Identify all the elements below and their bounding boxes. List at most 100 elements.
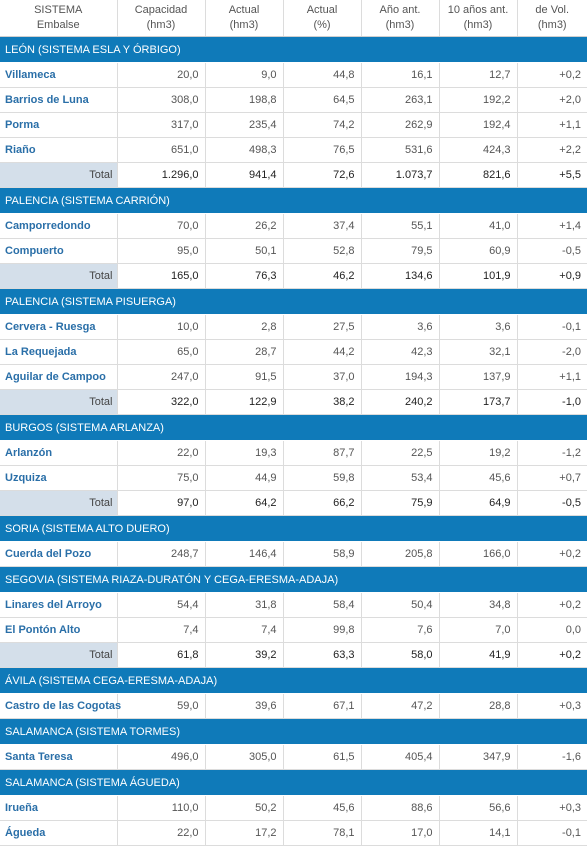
- section-title: SEGOVIA (SISTEMA RIAZA-DURATÓN Y CEGA-ER…: [0, 566, 587, 593]
- reservoir-name-link[interactable]: Cervera - Ruesga: [0, 314, 118, 340]
- reservoir-name-link[interactable]: Aguilar de Campoo: [0, 364, 118, 390]
- table-cell: 52,8: [283, 238, 362, 264]
- table-cell: 42,3: [361, 339, 440, 365]
- reservoir-name-link[interactable]: Santa Teresa: [0, 744, 118, 770]
- table-cell: 7,4: [117, 617, 206, 643]
- table-cell: 0,0: [517, 617, 587, 643]
- section-header-row: LEÓN (SISTEMA ESLA Y ÓRBIGO): [0, 36, 587, 63]
- table-cell: 31,8: [205, 592, 284, 618]
- reservoir-name-link[interactable]: Arlanzón: [0, 440, 118, 466]
- table-row: Aguilar de Campoo 247,0 91,5 37,0 194,3 137,9…: [0, 364, 587, 390]
- total-label: Total: [0, 389, 118, 415]
- total-cell: 72,6: [283, 162, 362, 188]
- reservoir-name-link[interactable]: Camporredondo: [0, 213, 118, 239]
- table-cell: 7,6: [361, 617, 440, 643]
- table-cell: 58,9: [283, 541, 362, 567]
- section-header-row: PALENCIA (SISTEMA CARRIÓN): [0, 187, 587, 214]
- table-cell: 88,6: [361, 795, 440, 821]
- reservoir-name-link[interactable]: Águeda: [0, 820, 118, 846]
- table-row: Linares del Arroyo 54,4 31,8 58,4 50,4 34,8 +0…: [0, 592, 587, 618]
- table-row: Cuerda del Pozo 248,7 146,4 58,9 205,8 166,0 +…: [0, 541, 587, 567]
- table-row: Castro de las Cogotas 59,0 39,6 67,1 47,2 28,…: [0, 693, 587, 719]
- table-cell: -0,5: [517, 238, 587, 264]
- reservoir-name-link[interactable]: Cuerda del Pozo: [0, 541, 118, 567]
- total-cell: 1.296,0: [117, 162, 206, 188]
- table-cell: 3,6: [439, 314, 518, 340]
- table-cell: 78,1: [283, 820, 362, 846]
- table-cell: 424,3: [439, 137, 518, 163]
- table-cell: -0,1: [517, 820, 587, 846]
- section-title: SORIA (SISTEMA ALTO DUERO): [0, 515, 587, 542]
- total-cell: 38,2: [283, 389, 362, 415]
- table-cell: 54,4: [117, 592, 206, 618]
- reservoir-name-link[interactable]: Compuerto: [0, 238, 118, 264]
- section-title: SALAMANCA (SISTEMA TORMES): [0, 718, 587, 745]
- total-row: Total 97,0 64,2 66,2 75,9 64,9 -0,5: [0, 490, 587, 516]
- table-body: LEÓN (SISTEMA ESLA Y ÓRBIGO) Villameca 20,…: [0, 36, 587, 846]
- total-cell: 63,3: [283, 642, 362, 668]
- table-cell: +1,4: [517, 213, 587, 239]
- total-label: Total: [0, 490, 118, 516]
- table-row: Uzquiza 75,0 44,9 59,8 53,4 45,6 +0,7: [0, 465, 587, 491]
- table-cell: -2,0: [517, 339, 587, 365]
- total-cell: 941,4: [205, 162, 284, 188]
- table-cell: -1,2: [517, 440, 587, 466]
- header-actual-percent: Actual (%): [283, 0, 362, 37]
- section-title: LEÓN (SISTEMA ESLA Y ÓRBIGO): [0, 36, 587, 63]
- table-cell: 75,0: [117, 465, 206, 491]
- total-row: Total 322,0 122,9 38,2 240,2 173,7 -1,0: [0, 389, 587, 415]
- table-cell: 64,5: [283, 87, 362, 113]
- reservoir-name-link[interactable]: Porma: [0, 112, 118, 138]
- total-cell: 322,0: [117, 389, 206, 415]
- table-row: Arlanzón 22,0 19,3 87,7 22,5 19,2 -1,2: [0, 440, 587, 466]
- table-cell: 50,2: [205, 795, 284, 821]
- section-title: PALENCIA (SISTEMA PISUERGA): [0, 288, 587, 315]
- table-cell: 9,0: [205, 62, 284, 88]
- table-row: Águeda 22,0 17,2 78,1 17,0 14,1 -0,1: [0, 820, 587, 846]
- table-cell: +0,2: [517, 541, 587, 567]
- reservoir-name-link[interactable]: Riaño: [0, 137, 118, 163]
- section-header-row: SORIA (SISTEMA ALTO DUERO): [0, 515, 587, 542]
- total-cell: 821,6: [439, 162, 518, 188]
- table-cell: 347,9: [439, 744, 518, 770]
- table-row: Barrios de Luna 308,0 198,8 64,5 263,1 192,2 +…: [0, 87, 587, 113]
- table-cell: 22,0: [117, 440, 206, 466]
- table-row: El Pontón Alto 7,4 7,4 99,8 7,6 7,0 0,0: [0, 617, 587, 643]
- reservoir-name-link[interactable]: Castro de las Cogotas: [0, 693, 121, 719]
- reservoir-name-link[interactable]: Villameca: [0, 62, 118, 88]
- table-cell: +0,7: [517, 465, 587, 491]
- table-cell: 95,0: [117, 238, 206, 264]
- total-cell: 58,0: [361, 642, 440, 668]
- total-cell: -1,0: [517, 389, 587, 415]
- table-cell: 74,2: [283, 112, 362, 138]
- table-cell: +2,0: [517, 87, 587, 113]
- table-cell: +1,1: [517, 112, 587, 138]
- table-cell: +0,2: [517, 62, 587, 88]
- reservoir-name-link[interactable]: Irueña: [0, 795, 118, 821]
- table-cell: 87,7: [283, 440, 362, 466]
- section-header-row: ÁVILA (SISTEMA CEGA-ERESMA-ADAJA): [0, 667, 587, 694]
- table-cell: 44,9: [205, 465, 284, 491]
- table-row: Porma 317,0 235,4 74,2 262,9 192,4 +1,1: [0, 112, 587, 138]
- total-cell: 240,2: [361, 389, 440, 415]
- total-cell: 134,6: [361, 263, 440, 289]
- table-cell: 37,4: [283, 213, 362, 239]
- table-cell: 110,0: [117, 795, 206, 821]
- table-row: Cervera - Ruesga 10,0 2,8 27,5 3,6 3,6 -0,1: [0, 314, 587, 340]
- reservoir-name-link[interactable]: Uzquiza: [0, 465, 118, 491]
- table-cell: 262,9: [361, 112, 440, 138]
- table-cell: 39,6: [205, 693, 284, 719]
- reservoir-name-link[interactable]: El Pontón Alto: [0, 617, 118, 643]
- table-cell: 248,7: [117, 541, 206, 567]
- table-cell: +1,1: [517, 364, 587, 390]
- table-row: La Requejada 65,0 28,7 44,2 42,3 32,1 -2,0: [0, 339, 587, 365]
- table-cell: 28,8: [439, 693, 518, 719]
- table-cell: 405,4: [361, 744, 440, 770]
- table-cell: 44,2: [283, 339, 362, 365]
- table-cell: 7,0: [439, 617, 518, 643]
- reservoir-name-link[interactable]: La Requejada: [0, 339, 118, 365]
- reservoir-name-link[interactable]: Linares del Arroyo: [0, 592, 118, 618]
- table-cell: 50,1: [205, 238, 284, 264]
- reservoir-name-link[interactable]: Barrios de Luna: [0, 87, 118, 113]
